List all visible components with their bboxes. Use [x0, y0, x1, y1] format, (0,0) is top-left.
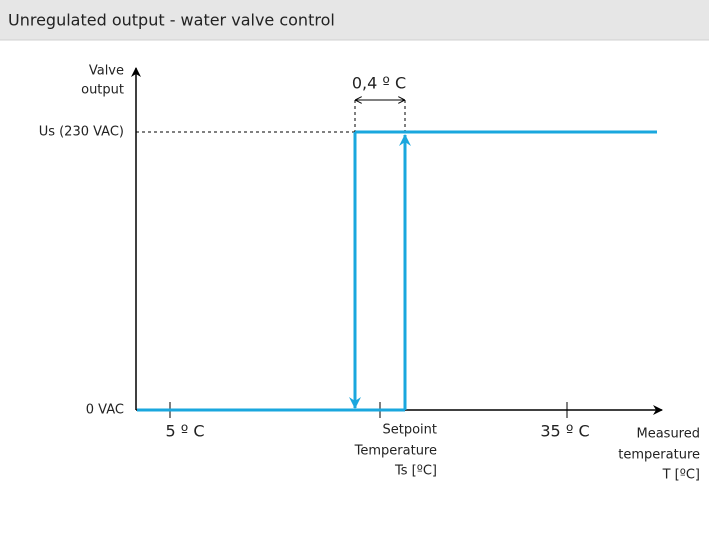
- x-tick-label: 35 º C: [540, 422, 589, 441]
- x-axis-label: Measured: [636, 427, 700, 442]
- setpoint-label: Ts [ºC]: [394, 464, 437, 479]
- hysteresis-label: 0,4 º C: [352, 74, 406, 93]
- y-axis-label: Valve: [89, 64, 124, 79]
- header-title: Unregulated output - water valve control: [8, 11, 335, 30]
- y-axis-label: output: [81, 83, 124, 98]
- header-band: [0, 0, 709, 40]
- y-level-label: Us (230 VAC): [39, 125, 124, 140]
- setpoint-label: Setpoint: [382, 423, 437, 438]
- x-tick-label: 5 º C: [165, 422, 204, 441]
- x-axis-label: T [ºC]: [662, 468, 700, 483]
- y-level-label: 0 VAC: [86, 403, 124, 418]
- setpoint-label: Temperature: [354, 444, 437, 459]
- x-axis-label: temperature: [618, 448, 700, 463]
